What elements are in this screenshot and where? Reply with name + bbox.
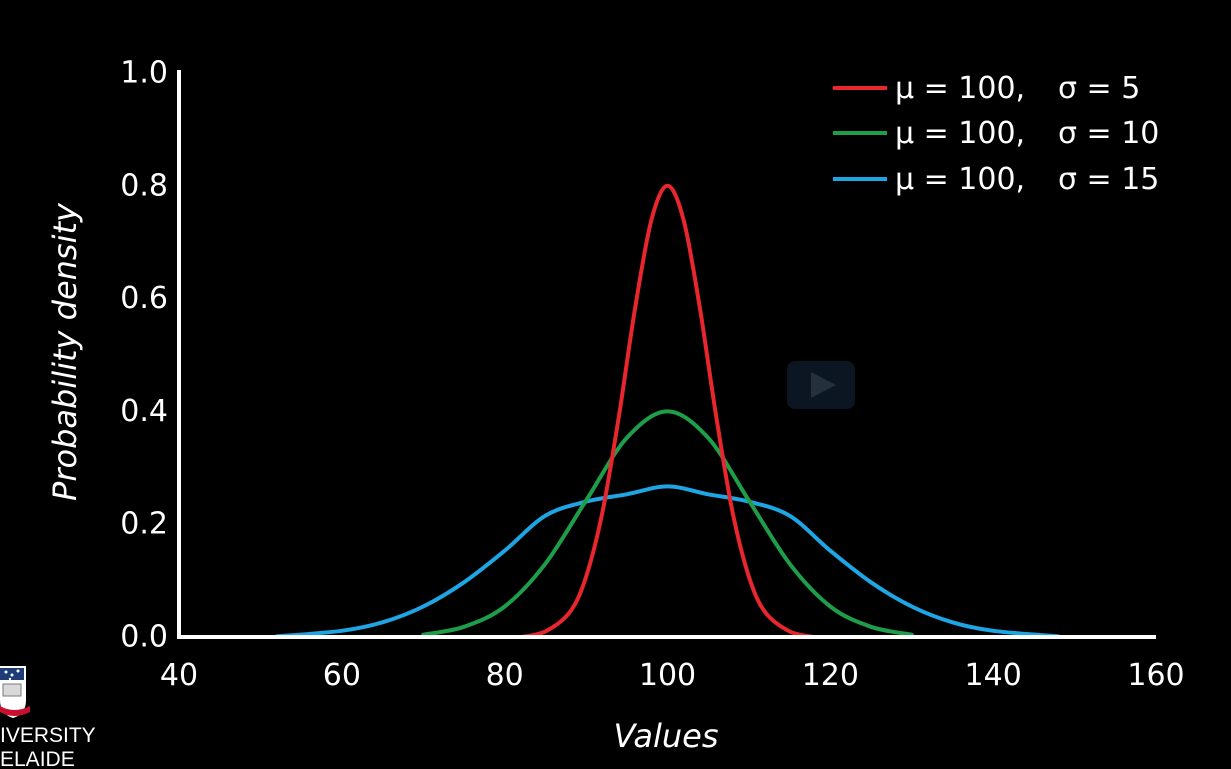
y-tick-label: 0.2 bbox=[120, 507, 168, 542]
x-tick-label: 100 bbox=[639, 658, 696, 693]
y-tick-label: 1.0 bbox=[120, 56, 168, 91]
x-tick-label: 40 bbox=[160, 658, 198, 693]
y-tick-label: 0.6 bbox=[120, 281, 168, 316]
legend-label-sigma: σ = 5 bbox=[1058, 71, 1140, 106]
x-tick-label: 120 bbox=[802, 658, 859, 693]
university-logo: IVERSITY ELAIDE bbox=[0, 666, 96, 769]
y-tick-label: 0.4 bbox=[120, 394, 168, 429]
legend: μ = 100, σ = 5 μ = 100, σ = 10 μ = 100, σ = 1… bbox=[833, 71, 1159, 197]
series-line-2 bbox=[274, 484, 1061, 639]
x-tick-labels: 40 60 80 100 120 140 160 bbox=[160, 658, 1185, 693]
y-tick-label: 0.0 bbox=[120, 620, 168, 655]
y-axis-title: Probability density bbox=[46, 202, 84, 501]
y-tick-label: 0.8 bbox=[120, 168, 168, 203]
legend-label-mu: μ = 100, bbox=[895, 116, 1025, 151]
play-icon[interactable] bbox=[811, 372, 836, 398]
logo-text-line1: IVERSITY bbox=[0, 724, 96, 747]
logo-text-line2: ELAIDE bbox=[0, 748, 75, 769]
legend-label-sigma: σ = 10 bbox=[1058, 116, 1159, 151]
x-axis-title: Values bbox=[614, 717, 719, 755]
legend-entry: μ = 100, σ = 15 bbox=[833, 162, 1159, 197]
series-line-1 bbox=[421, 409, 914, 637]
x-tick-label: 140 bbox=[965, 658, 1022, 693]
play-button[interactable] bbox=[787, 361, 855, 409]
legend-entry: μ = 100, σ = 5 bbox=[833, 71, 1140, 106]
x-tick-label: 160 bbox=[1127, 658, 1184, 693]
y-tick-labels: 0.0 0.2 0.4 0.6 0.8 1.0 bbox=[120, 56, 168, 655]
x-tick-label: 80 bbox=[486, 658, 524, 693]
crest-icon bbox=[0, 666, 30, 718]
legend-label-mu: μ = 100, bbox=[895, 71, 1025, 106]
legend-label-mu: μ = 100, bbox=[895, 162, 1025, 197]
legend-entry: μ = 100, σ = 10 bbox=[833, 116, 1159, 151]
series-line-0 bbox=[519, 183, 817, 639]
legend-label-sigma: σ = 15 bbox=[1058, 162, 1159, 197]
x-tick-label: 60 bbox=[323, 658, 361, 693]
series-lines bbox=[274, 183, 1061, 639]
